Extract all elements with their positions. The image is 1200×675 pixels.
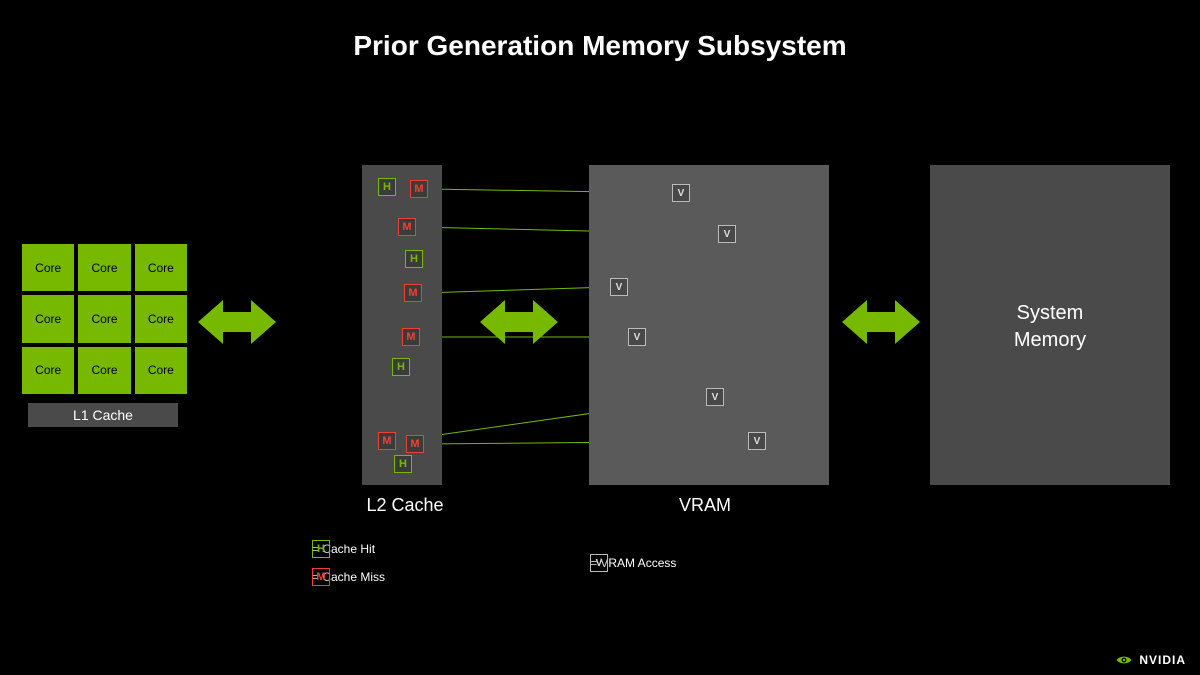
gpu-core: Core xyxy=(78,347,130,394)
legend-vram-access: V = VRAM Access xyxy=(590,556,676,570)
vram-access-marker: V xyxy=(718,225,736,243)
gpu-core: Core xyxy=(22,244,74,291)
l1-cache-bar: L1 Cache xyxy=(28,403,178,427)
slide-title: Prior Generation Memory Subsystem xyxy=(0,30,1200,62)
gpu-core: Core xyxy=(135,244,187,291)
cache-miss-marker: M xyxy=(406,435,424,453)
nvidia-logo: NVIDIA xyxy=(1115,653,1186,667)
gpu-core: Core xyxy=(22,295,74,342)
cache-miss-marker: M xyxy=(404,284,422,302)
vram-marker-icon: V xyxy=(590,554,608,572)
cache-hit-marker: H xyxy=(392,358,410,376)
bidir-arrow-vram-sysmem xyxy=(842,300,920,344)
gpu-core: Core xyxy=(78,244,130,291)
slide-stage: { "title": { "text": "Prior Generation M… xyxy=(0,0,1200,675)
gpu-core: Core xyxy=(135,347,187,394)
vram-access-marker: V xyxy=(610,278,628,296)
cache-hit-marker: H xyxy=(394,455,412,473)
vram-panel xyxy=(589,165,829,485)
l2-cache-panel xyxy=(362,165,442,485)
nvidia-eye-icon xyxy=(1115,654,1133,666)
vram-access-marker: V xyxy=(748,432,766,450)
bidir-arrow-l2-vram xyxy=(480,300,558,344)
nvidia-wordmark: NVIDIA xyxy=(1139,653,1186,667)
vram-access-marker: V xyxy=(706,388,724,406)
vram-access-marker: V xyxy=(628,328,646,346)
vram-access-marker: V xyxy=(672,184,690,202)
cache-miss-marker: M xyxy=(378,432,396,450)
gpu-core: Core xyxy=(78,295,130,342)
hit-marker-icon: H xyxy=(312,540,330,558)
bidir-arrow-cores-l2 xyxy=(198,300,276,344)
core-grid: CoreCoreCoreCoreCoreCoreCoreCoreCore xyxy=(22,244,187,394)
cache-miss-marker: M xyxy=(410,180,428,198)
vram-label: VRAM xyxy=(645,495,765,516)
l2-cache-label: L2 Cache xyxy=(330,495,480,516)
cache-hit-marker: H xyxy=(405,250,423,268)
gpu-core: Core xyxy=(22,347,74,394)
cache-miss-marker: M xyxy=(398,218,416,236)
system-memory-label: SystemMemory xyxy=(960,300,1140,354)
l1-cache-label: L1 Cache xyxy=(73,407,133,423)
cache-miss-marker: M xyxy=(402,328,420,346)
cache-hit-marker: H xyxy=(378,178,396,196)
miss-marker-icon: M xyxy=(312,568,330,586)
gpu-core: Core xyxy=(135,295,187,342)
legend-cache-miss: M = Cache Miss xyxy=(312,570,385,584)
legend-cache-hit: H = Cache Hit xyxy=(312,542,375,556)
